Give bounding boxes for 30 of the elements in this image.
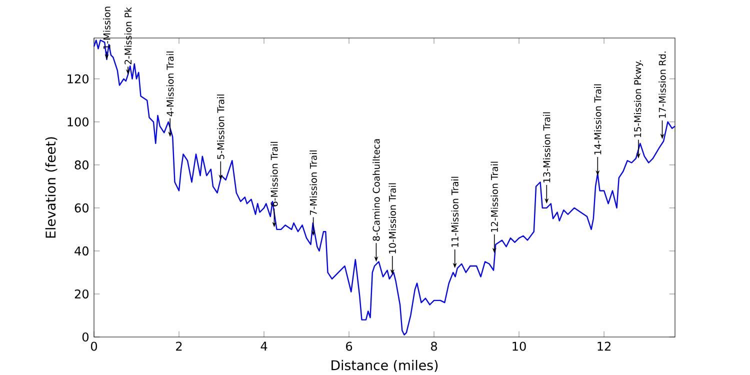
annotation: 12-Mission Trail — [490, 162, 498, 232]
annotation: 17-Mission Rd. — [658, 52, 666, 118]
y-tick-label: 100 — [68, 117, 88, 126]
annotation: 6-Mission Trail — [270, 142, 278, 206]
x-tick-label: 12 — [598, 342, 610, 351]
x-tick-label: 6 — [346, 342, 352, 351]
x-tick-label: 0 — [90, 342, 98, 351]
annotation: 4-Mission Trail — [166, 52, 174, 116]
x-tick-label: 10 — [512, 342, 526, 351]
annotation: 13-Mission Trail — [543, 112, 550, 182]
annotation: 14-Mission Trail — [594, 84, 602, 154]
x-axis-title: Distance (miles) — [332, 360, 438, 372]
y-axis-title: Elevation (feet) — [45, 137, 58, 238]
annotation: 1-Mission — [103, 6, 110, 49]
x-tick-label: 4 — [260, 342, 268, 350]
annotation: 15-Mission Pkwy. — [634, 60, 643, 138]
y-tick-label: 80 — [74, 160, 88, 170]
annotation: 2-Mission Pk — [124, 7, 132, 64]
annotation: 11-Mission Trail — [451, 176, 458, 247]
annotation: 8-Camino Coahuilteca — [372, 139, 380, 241]
annotation: 10-Mission Trail — [388, 183, 396, 254]
annotation: 7-Mission Trail — [310, 150, 317, 215]
y-tick-label: 60 — [74, 203, 88, 212]
x-tick-label: 2 — [176, 342, 182, 351]
annotation: 5-Mission Trail — [217, 94, 224, 159]
y-tick-label: 40 — [74, 246, 88, 256]
y-tick-label: 120 — [68, 74, 88, 84]
y-tick-label: 20 — [74, 289, 88, 299]
y-tick-label: 0 — [82, 332, 88, 342]
x-tick-label: 8 — [431, 342, 438, 351]
